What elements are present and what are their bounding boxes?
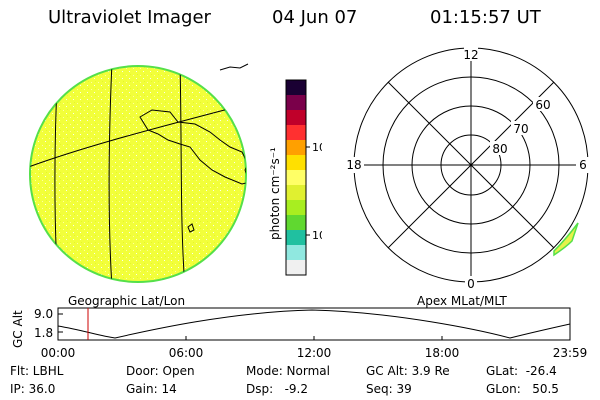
mlt-label-18: 18 bbox=[346, 158, 361, 172]
ip-status: IP: 36.0 bbox=[10, 382, 56, 396]
time-tick-0600: 06:00 bbox=[169, 346, 204, 360]
lat-label-80: 80 bbox=[492, 142, 507, 156]
colorbar-swatch bbox=[286, 110, 306, 126]
polar-plot-panel: 12 18 6 0 60 70 80 bbox=[342, 47, 590, 290]
altitude-axis-label: GC Alt bbox=[11, 310, 25, 348]
colorbar-tick-100: 100 bbox=[312, 141, 322, 154]
altitude-curve bbox=[57, 309, 571, 339]
colorbar-swatch bbox=[286, 245, 306, 261]
time-tick-0000: 00:00 bbox=[41, 346, 76, 360]
left-panel-caption: Geographic Lat/Lon bbox=[68, 294, 186, 308]
colorbar-swatch bbox=[286, 125, 306, 141]
time-tick-1200: 12:00 bbox=[297, 346, 332, 360]
colorbar-swatch bbox=[286, 200, 306, 216]
colorbar-swatch bbox=[286, 80, 306, 96]
mlt-label-12: 12 bbox=[463, 48, 478, 62]
mlt-label-0: 0 bbox=[467, 277, 475, 290]
glon-status: GLon: 50.5 bbox=[486, 382, 559, 396]
colorbar-swatch bbox=[286, 155, 306, 171]
gain-status: Gain: 14 bbox=[126, 382, 177, 396]
coastline-outside bbox=[219, 63, 249, 71]
colorbar-swatches bbox=[286, 80, 306, 276]
altitude-plot: GC Alt 9.0 1.8 00:00 06:00 12:00 18:00 2… bbox=[11, 307, 588, 360]
coastline bbox=[139, 109, 246, 185]
time-tick-1800: 18:00 bbox=[425, 346, 460, 360]
geographic-image-panel bbox=[29, 63, 249, 283]
observation-date: 04 Jun 07 bbox=[272, 7, 358, 28]
island bbox=[187, 223, 195, 233]
colorbar-swatch bbox=[286, 230, 306, 246]
colorbar-swatch bbox=[286, 260, 306, 276]
colorbar-swatch bbox=[286, 170, 306, 186]
filter-status: Flt: LBHL bbox=[10, 364, 64, 378]
time-tick-2359: 23:59 bbox=[553, 346, 588, 360]
colorbar-swatch bbox=[286, 95, 306, 111]
mode-status: Mode: Normal bbox=[246, 364, 330, 378]
dsp-status: Dsp: -9.2 bbox=[246, 382, 309, 396]
polar-diagonal-2 bbox=[387, 81, 555, 249]
altitude-tick-low: 1.8 bbox=[34, 326, 53, 340]
glat-status: GLat: -26.4 bbox=[486, 364, 557, 378]
seq-status: Seq: 39 bbox=[366, 382, 412, 396]
colorbar-tick-10: 10 bbox=[312, 229, 322, 242]
door-status: Door: Open bbox=[126, 364, 195, 378]
right-panel-caption: Apex MLat/MLT bbox=[417, 294, 507, 308]
longitude-line-3 bbox=[179, 66, 186, 282]
observation-time: 01:15:57 UT bbox=[430, 7, 541, 28]
gc-alt-status: GC Alt: 3.9 Re bbox=[366, 364, 450, 378]
mlt-label-6: 6 bbox=[579, 158, 587, 172]
latitude-line bbox=[30, 101, 246, 173]
colorbar-swatch bbox=[286, 140, 306, 156]
altitude-tick-high: 9.0 bbox=[34, 307, 53, 321]
altitude-plot-frame bbox=[57, 307, 571, 341]
instrument-title: Ultraviolet Imager bbox=[48, 7, 211, 28]
colorbar-unit-label: photon cm⁻²s⁻¹ bbox=[268, 147, 282, 240]
polar-image-sliver bbox=[553, 222, 579, 257]
longitude-line-2 bbox=[108, 66, 113, 282]
colorbar-swatch bbox=[286, 185, 306, 201]
aurora-disc bbox=[29, 65, 247, 283]
colorbar-frame bbox=[285, 79, 307, 276]
lat-label-70: 70 bbox=[513, 122, 528, 136]
colorbar: 100 10 photon cm⁻²s⁻¹ bbox=[268, 79, 322, 276]
lat-label-60: 60 bbox=[535, 98, 550, 112]
colorbar-swatch bbox=[286, 215, 306, 231]
